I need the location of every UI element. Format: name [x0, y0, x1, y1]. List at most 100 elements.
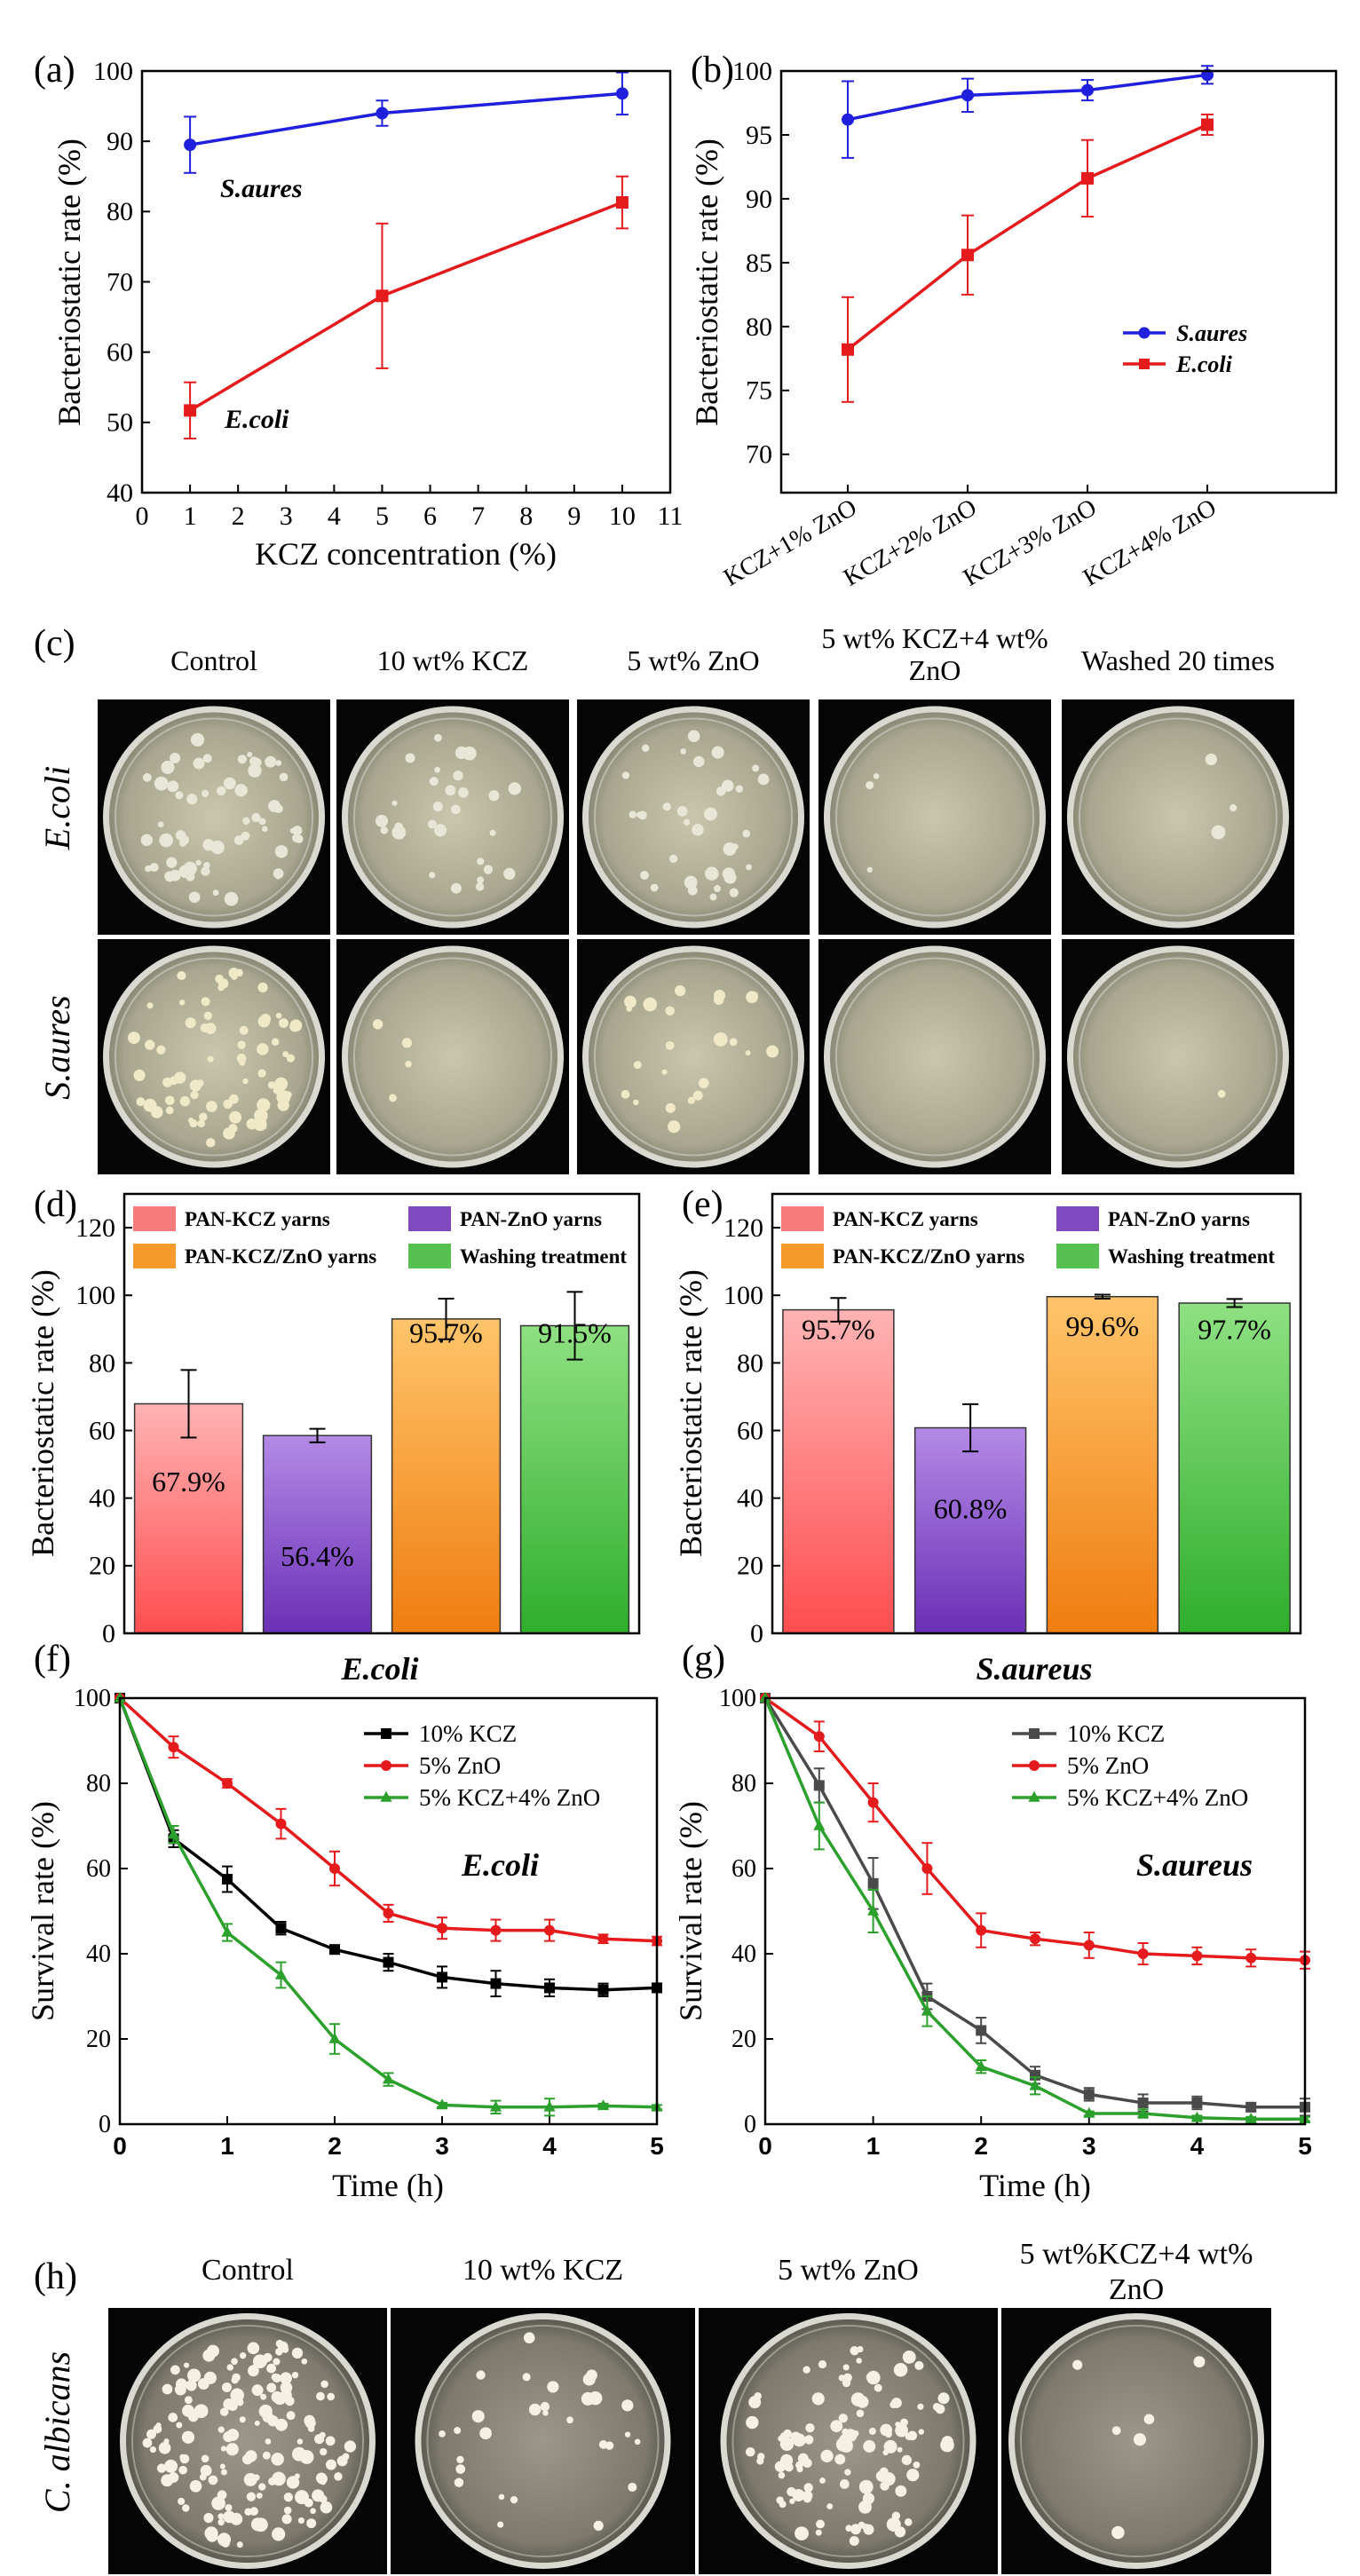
plates-c-dish-colony	[237, 1040, 246, 1049]
plates-c-dish-agar	[1073, 952, 1283, 1162]
chart-e-bar	[1178, 1302, 1291, 1634]
plates-c-dish-colony	[275, 760, 282, 766]
plates-h-dish-colony	[258, 2404, 273, 2419]
chart-g-point	[1083, 2106, 1095, 2118]
plates-h-dish-colony	[179, 2454, 186, 2460]
chart-d-data-label: 67.9%	[152, 1466, 225, 1497]
plates-h-dish-colony	[280, 2372, 292, 2385]
chart-f-point	[437, 1972, 447, 1983]
plates-h-dish-colony	[265, 2438, 272, 2445]
plates-h-dish-colony	[1133, 2433, 1147, 2446]
chart-g-xtick-label: 1	[866, 2132, 881, 2160]
chart-e-legend-label: PAN-KCZ yarns	[833, 1208, 978, 1230]
chart-g-point	[1137, 1948, 1149, 1959]
chart-b-point	[1081, 171, 1094, 185]
panel-label-b: (b)	[691, 50, 734, 91]
plates-h-dish-colony	[227, 2400, 238, 2412]
plates-c-dish-colony	[434, 733, 442, 742]
plates-c-dish-colony	[463, 746, 477, 761]
plates-h-dish-colony	[247, 2342, 260, 2355]
chart-a-ytick-label: 100	[93, 57, 133, 86]
chart-d-ytick-label: 120	[75, 1213, 115, 1243]
chart-a-point	[184, 138, 197, 152]
plates-h-dish-colony	[294, 2490, 309, 2505]
chart-e-ytick-label: 20	[737, 1552, 763, 1581]
plates-h-dish-colony	[820, 2449, 834, 2463]
plates-h-dish-colony	[336, 2455, 348, 2467]
chart-g-legend-marker	[1029, 1728, 1040, 1739]
plates-c-dish-colony	[372, 1019, 383, 1030]
chart-g-legend-label: 10% KCZ	[1067, 1720, 1165, 1747]
plates-h-dish-colony	[168, 2472, 179, 2483]
chart-e-ytick-label: 40	[737, 1484, 763, 1513]
plates-h-dish-dish-inner-rim	[731, 2325, 965, 2557]
plates-h-dish-colony	[187, 2411, 199, 2422]
plates-c-dish-colony	[274, 845, 289, 858]
chart-e-data-label: 95.7%	[802, 1314, 875, 1346]
plates-c-dish-colony	[237, 755, 247, 764]
chart-f-ytick-label: 60	[86, 1855, 111, 1883]
plates-c-dish-dish-inner-rim	[1079, 957, 1277, 1157]
plates-h-dish-colony	[779, 2437, 795, 2451]
plates-c-dish-colony	[873, 773, 880, 779]
chart-g: 0 20 40 60 80 100 0 1 2 3 4 5 Time (h) Survival rat…	[673, 1685, 1312, 2203]
plates-h-dish-colony	[283, 2493, 293, 2502]
plates-h-dish-colony	[189, 2479, 202, 2493]
plates-h-column-header: Control	[202, 2254, 294, 2287]
plates-h-dish-colony	[272, 2374, 281, 2383]
plates-c-dish-colony	[271, 1038, 280, 1046]
plates-c-dish-colony	[729, 1038, 738, 1047]
plates-h-dish-colony	[858, 2500, 872, 2514]
plates-c-column-header: 5 wt% ZnO	[627, 644, 759, 676]
plates-h-dish-colony	[184, 2396, 193, 2405]
plates-h-dish-colony	[593, 2520, 604, 2531]
chart-f-xtick-label: 4	[542, 2132, 557, 2160]
plates-c-dish-colony	[159, 833, 174, 848]
plates-h-dish-colony	[271, 2453, 284, 2466]
plates-c-dish-colony	[275, 1012, 282, 1019]
plates-h-dish-colony	[834, 2454, 846, 2465]
plates-c-dish-colony	[692, 755, 705, 768]
chart-g-ytick-label: 0	[744, 2111, 756, 2138]
plates-c-dish-colony	[475, 882, 485, 891]
panel-label-h: (h)	[34, 2256, 77, 2297]
plates-c-dish-colony	[723, 871, 737, 884]
plates-h-dish-colony	[897, 2446, 903, 2453]
plates-h-dish-colony	[158, 2442, 171, 2454]
plates-h-dish-colony	[153, 2424, 162, 2434]
plates-h-dish-colony	[162, 2383, 173, 2395]
plates-h-dish-colony	[200, 2464, 212, 2477]
plates-c-dish-colony	[142, 772, 152, 782]
plates-h-dish-colony	[262, 2451, 271, 2460]
chart-g-point	[867, 1877, 879, 1889]
chart-f-point	[597, 1984, 609, 1995]
plates-h-dish-colony	[219, 2407, 229, 2416]
plates-h-dish-colony	[851, 2430, 859, 2438]
chart-g-ytick-label: 100	[719, 1685, 756, 1712]
chart-b-series-line-0	[847, 73, 1208, 122]
plates-h-dish-colony	[819, 2477, 826, 2484]
plates-h-dish-colony	[745, 2446, 755, 2457]
plates-c-dish-colony	[683, 818, 691, 826]
plates-c-dish-colony	[692, 1090, 703, 1101]
chart-e-legend: PAN-KCZ yarns PAN-ZnO yarns PAN-KCZ/ZnO ya…	[781, 1206, 1275, 1268]
plates-c-dish-colony	[405, 753, 415, 763]
chart-a-annotation-ecoli: E.coli	[224, 405, 289, 434]
plates-c-dish-colony	[193, 757, 205, 770]
chart-a-xtick-label: 7	[471, 502, 485, 531]
plates-h-dish-colony	[540, 2401, 550, 2412]
plates-c-dish-colony	[170, 752, 181, 764]
chart-g-legend-label: 5% KCZ+4% ZnO	[1067, 1784, 1248, 1811]
plates-h-column-header: 5 wt% ZnO	[778, 2254, 919, 2287]
plates-c-dish-colony	[239, 1025, 249, 1035]
plates-h-dish-colony	[895, 2423, 908, 2438]
plates-c-dish-colony	[279, 1018, 289, 1028]
plates-h-dish-colony	[779, 2501, 787, 2509]
plates-h-dish-colony	[805, 2422, 815, 2433]
plates-c-dish-colony	[200, 1023, 210, 1033]
chart-f-point	[222, 1778, 233, 1789]
plates-h-column-header: 10 wt% KCZ	[463, 2254, 623, 2287]
plates-c-dish-dish-inner-rim	[835, 717, 1034, 917]
plates-c-dish-colony	[1217, 1089, 1226, 1098]
